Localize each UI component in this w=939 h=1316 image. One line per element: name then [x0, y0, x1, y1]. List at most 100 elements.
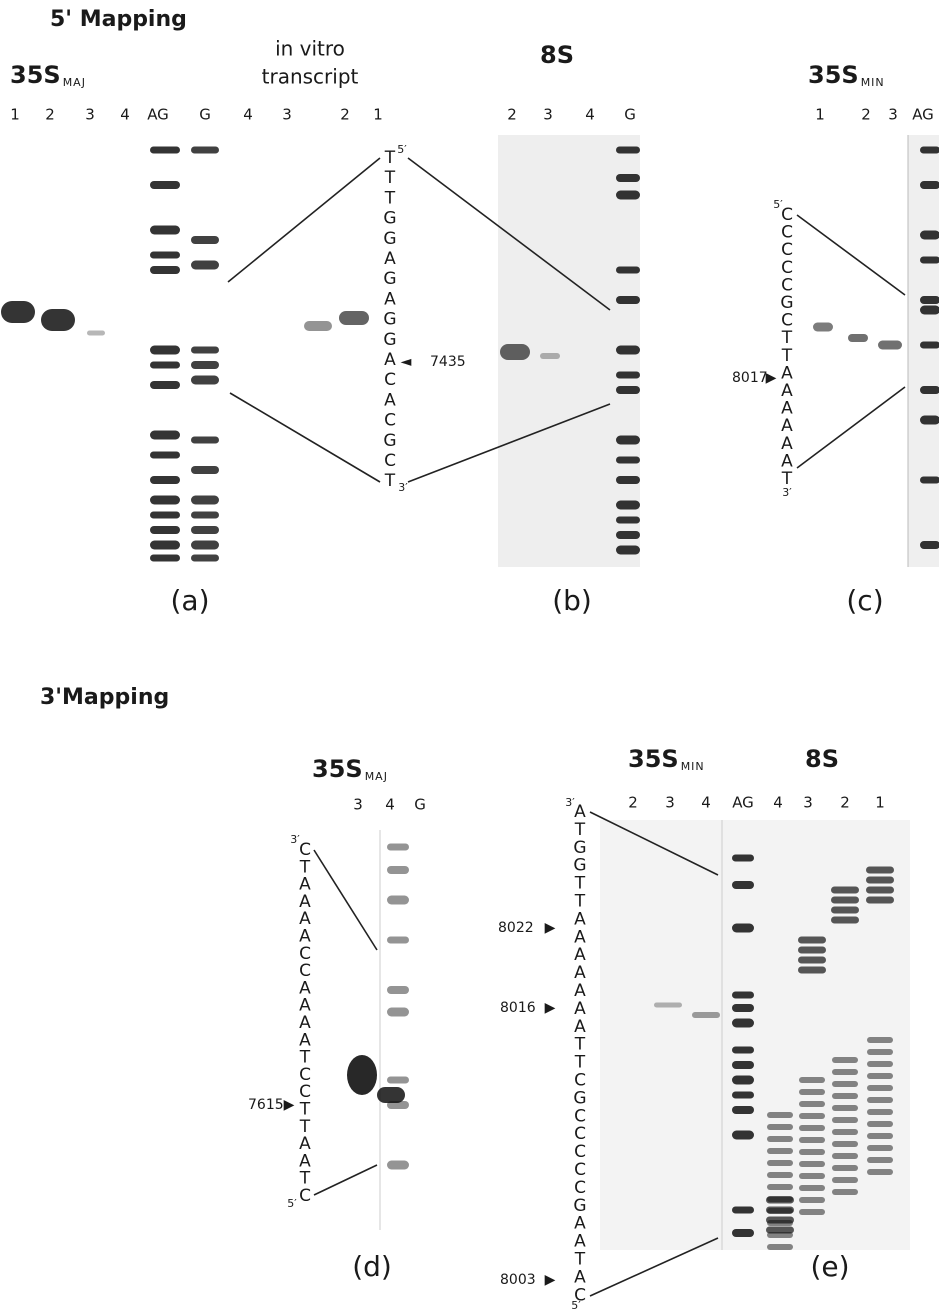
panel-title: 35S: [808, 61, 859, 89]
gel-band: [732, 1047, 754, 1054]
gel-band: [832, 1057, 858, 1063]
gel-band: [654, 1003, 682, 1008]
gel-band: [191, 466, 219, 474]
strand-end: 3′: [565, 796, 575, 809]
gel-band: [867, 1073, 893, 1079]
gel-band: [616, 517, 640, 524]
gel-band: [832, 1189, 858, 1195]
gel-band: [878, 341, 902, 350]
lane-label: 4: [385, 796, 395, 814]
gel-band: [191, 347, 219, 354]
gel-band: [767, 1184, 793, 1190]
gel-band: [732, 1092, 754, 1099]
gel-band: [832, 1153, 858, 1159]
gel-band: [191, 541, 219, 550]
lane-label: 3: [803, 794, 813, 812]
gel-band: [150, 181, 180, 189]
gel-band: [500, 344, 530, 360]
gel-band: [616, 436, 640, 445]
gel-band: [799, 1161, 825, 1167]
gel-band: [191, 496, 219, 505]
gel-band: [732, 1004, 754, 1012]
gel-band: [732, 992, 754, 999]
sequence-base: A: [384, 289, 396, 309]
panel-title: 35S: [10, 61, 61, 89]
gel-band: [767, 1124, 793, 1130]
sequence-base: G: [383, 229, 396, 249]
gel-band: [150, 346, 180, 355]
position-label: 8022: [498, 920, 534, 936]
gel-band: [150, 476, 180, 484]
gel-band: [799, 1149, 825, 1155]
position-label: 8003: [500, 1272, 536, 1288]
gel-band: [191, 361, 219, 369]
gel-band: [866, 897, 894, 904]
sequence-base: A: [384, 249, 396, 269]
gel-band: [616, 147, 640, 154]
gel-band: [732, 924, 754, 933]
position-arrow: ▶: [766, 370, 777, 386]
gel-band: [732, 1229, 754, 1237]
gel-band: [150, 512, 180, 519]
sequence-base: T: [384, 148, 396, 168]
lane-label: G: [414, 796, 426, 814]
panel-title: 35S: [628, 745, 679, 773]
gel-band: [920, 477, 939, 484]
gel-band: [616, 372, 640, 379]
gel-band: [867, 1109, 893, 1115]
gel-band: [191, 147, 219, 154]
gel-band: [767, 1220, 793, 1226]
position-label: 8016: [500, 1000, 536, 1016]
gel-band: [191, 512, 219, 519]
position-label: 7615: [248, 1097, 284, 1113]
gel-band: [867, 1121, 893, 1127]
sequence-base: G: [383, 431, 396, 451]
gel-band: [867, 1049, 893, 1055]
gel-band: [920, 342, 939, 349]
gel-band: [867, 1085, 893, 1091]
gel-band: [387, 866, 409, 874]
panel-note: transcript: [262, 65, 359, 89]
gel-c-ladder: [908, 135, 939, 567]
gel-band: [150, 541, 180, 550]
panel-label: (b): [552, 584, 592, 617]
gel-band: [732, 1131, 754, 1140]
lane-label: G: [199, 106, 211, 124]
heading: 3'Mapping: [40, 685, 169, 710]
gel-band: [616, 346, 640, 355]
sequence-base: G: [383, 330, 396, 350]
gel-band: [347, 1055, 377, 1095]
gel-band: [799, 1113, 825, 1119]
gel-band: [387, 986, 409, 994]
gel-band: [387, 896, 409, 905]
gel-band: [150, 362, 180, 369]
gel-band: [767, 1208, 793, 1214]
gel-band: [304, 321, 332, 331]
gel-band: [920, 306, 939, 315]
panel-title-subscript: MAJ: [63, 76, 86, 89]
sequence-base: G: [383, 269, 396, 289]
gel-band: [867, 1145, 893, 1151]
gel-band: [732, 1061, 754, 1069]
position-label: 8017: [732, 370, 768, 386]
sequence-base: A: [384, 390, 396, 410]
gel-band: [616, 267, 640, 274]
gel-band: [387, 844, 409, 851]
gel-band: [339, 311, 369, 325]
gel-band: [920, 231, 939, 240]
sequence-base: T: [384, 471, 396, 491]
gel-band: [920, 386, 939, 394]
lane-label: 3: [543, 106, 553, 124]
gel-band: [191, 261, 219, 270]
gel-band: [767, 1148, 793, 1154]
gel-band: [832, 1081, 858, 1087]
position-arrow: ◄: [401, 354, 412, 370]
gel-band: [150, 147, 180, 154]
gel-band: [191, 555, 219, 562]
lane-label: 2: [340, 106, 350, 124]
gel-band: [191, 437, 219, 444]
gel-band: [799, 1077, 825, 1083]
gel-band: [920, 416, 939, 425]
gel-band: [767, 1244, 793, 1250]
gel-band: [867, 1037, 893, 1043]
